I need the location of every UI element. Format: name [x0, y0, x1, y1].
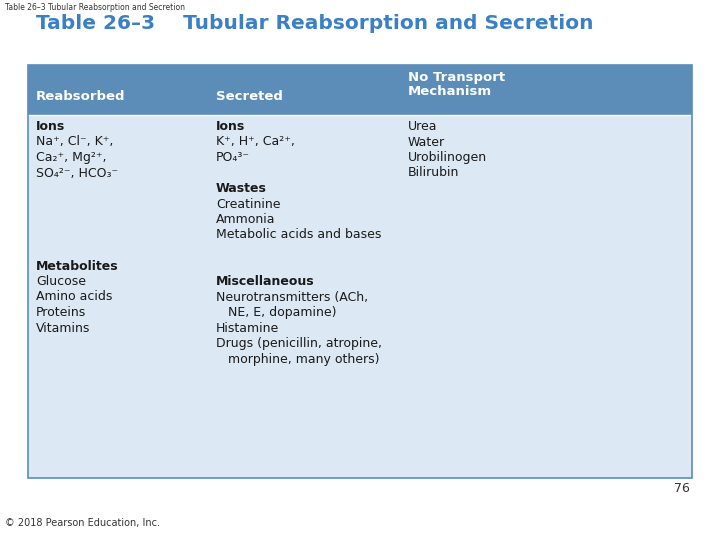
Text: Vitamins: Vitamins: [36, 321, 91, 334]
Text: Creatinine: Creatinine: [216, 198, 281, 211]
Bar: [28, 115, 692, 478]
Text: Secreted: Secreted: [216, 90, 283, 103]
Text: Histamine: Histamine: [216, 321, 279, 334]
Text: morphine, many others): morphine, many others): [216, 353, 379, 366]
Text: Reabsorbed: Reabsorbed: [36, 90, 125, 103]
Text: K⁺, H⁺, Ca²⁺,: K⁺, H⁺, Ca²⁺,: [216, 136, 295, 148]
Text: 76: 76: [674, 482, 690, 495]
Text: Table 26–3    Tubular Reabsorption and Secretion: Table 26–3 Tubular Reabsorption and Secr…: [36, 14, 593, 33]
Text: Urea: Urea: [408, 120, 438, 133]
Text: Metabolites: Metabolites: [36, 260, 119, 273]
Text: Ions: Ions: [36, 120, 66, 133]
Text: Neurotransmitters (ACh,: Neurotransmitters (ACh,: [216, 291, 368, 303]
Text: Ions: Ions: [216, 120, 246, 133]
Text: Ca₂⁺, Mg²⁺,: Ca₂⁺, Mg²⁺,: [36, 151, 107, 164]
Text: Na⁺, Cl⁻, K⁺,: Na⁺, Cl⁻, K⁺,: [36, 136, 113, 148]
Text: Amino acids: Amino acids: [36, 291, 112, 303]
Text: NE, E, dopamine): NE, E, dopamine): [216, 306, 336, 319]
Text: Ammonia: Ammonia: [216, 213, 276, 226]
Text: © 2018 Pearson Education, Inc.: © 2018 Pearson Education, Inc.: [5, 518, 160, 528]
Text: Proteins: Proteins: [36, 306, 86, 319]
Text: Urobilinogen: Urobilinogen: [408, 151, 487, 164]
Text: Glucose: Glucose: [36, 275, 86, 288]
Bar: [28, 65, 692, 478]
Text: Wastes: Wastes: [216, 182, 267, 195]
Text: Mechanism: Mechanism: [408, 85, 492, 98]
Text: PO₄³⁻: PO₄³⁻: [216, 151, 250, 164]
Text: No Transport: No Transport: [408, 71, 505, 84]
Text: Miscellaneous: Miscellaneous: [216, 275, 315, 288]
Text: SO₄²⁻, HCO₃⁻: SO₄²⁻, HCO₃⁻: [36, 166, 118, 179]
Text: Drugs (penicillin, atropine,: Drugs (penicillin, atropine,: [216, 337, 382, 350]
Text: Table 26–3 Tubular Reabsorption and Secretion: Table 26–3 Tubular Reabsorption and Secr…: [5, 3, 185, 12]
Bar: [28, 65, 692, 115]
Text: Bilirubin: Bilirubin: [408, 166, 459, 179]
Text: Metabolic acids and bases: Metabolic acids and bases: [216, 228, 382, 241]
Text: Water: Water: [408, 136, 445, 148]
